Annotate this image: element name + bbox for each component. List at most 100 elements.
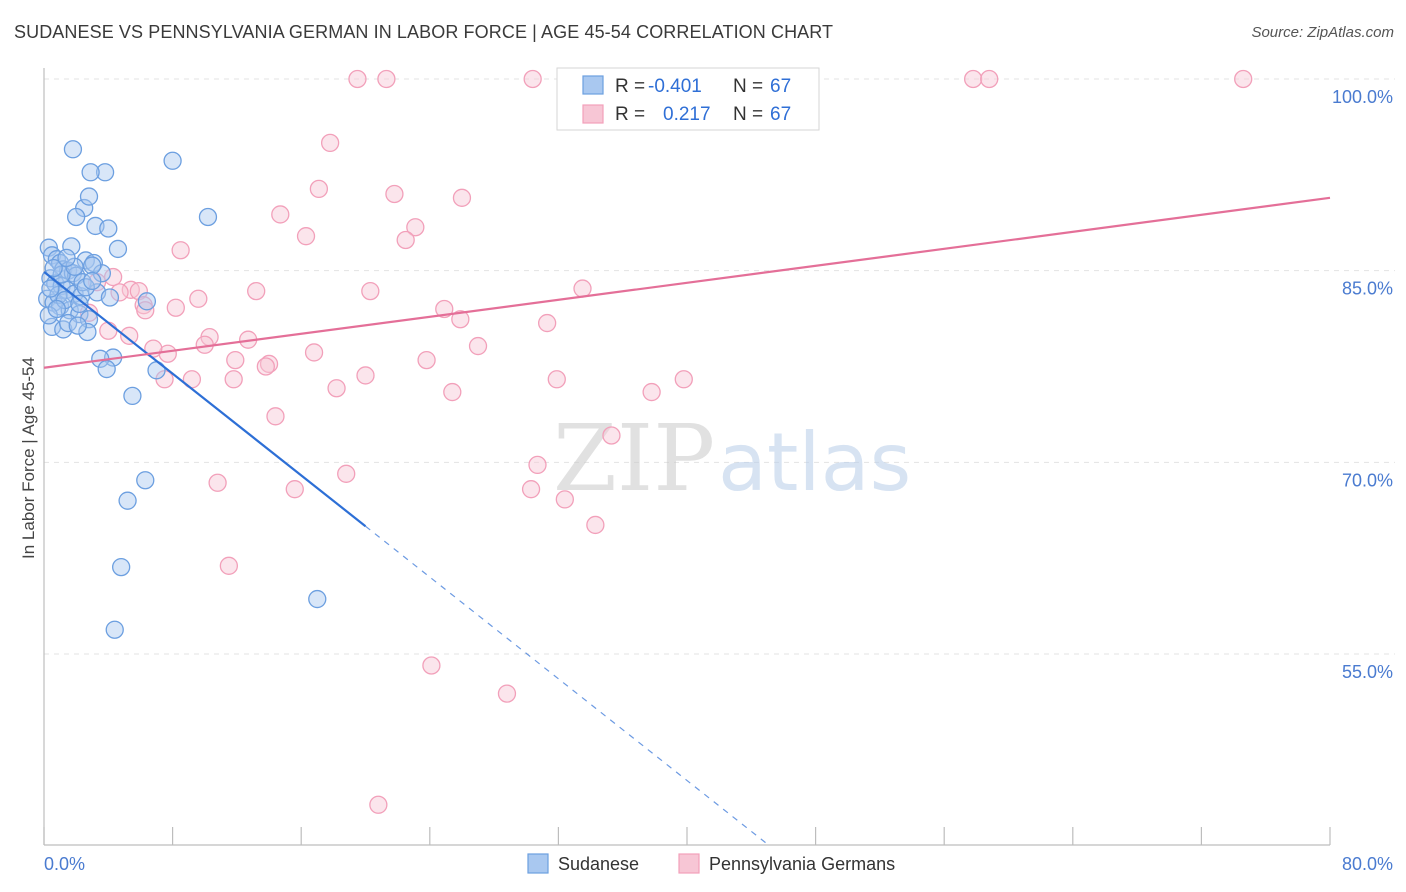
point-sudanese — [73, 273, 92, 292]
point-pennsylvania-germans — [377, 69, 396, 89]
point-pennsylvania-germans — [189, 289, 208, 308]
point-pennsylvania-germans — [224, 370, 243, 389]
point-pennsylvania-germans — [110, 283, 129, 302]
point-sudanese — [198, 207, 218, 227]
point-sudanese — [47, 299, 67, 319]
point-pennsylvania-germans — [1234, 69, 1253, 89]
point-pennsylvania-germans — [642, 382, 661, 402]
watermark-atlas: atlas — [718, 416, 911, 509]
legend-n-label-sudanese: N = — [733, 76, 763, 97]
series-pennsylvania-germans — [79, 69, 1253, 814]
legend-r-label-pennsylvania-germans: R = — [615, 104, 645, 125]
point-sudanese — [136, 471, 155, 490]
point-pennsylvania-germans — [980, 69, 999, 89]
point-sudanese — [67, 207, 86, 227]
point-sudanese — [57, 248, 76, 268]
point-pennsylvania-germans — [497, 684, 517, 703]
point-sudanese — [81, 163, 100, 182]
point-sudanese — [44, 258, 63, 278]
x-tick-label-max: 80.0% — [1342, 854, 1393, 874]
legend-n-value-sudanese: 67 — [770, 76, 791, 97]
point-sudanese — [83, 256, 102, 275]
legend-r-value-pennsylvania-germans: 0.217 — [663, 104, 711, 125]
legend-swatch-pennsylvania-germans — [582, 104, 604, 124]
point-pennsylvania-germans — [468, 336, 488, 356]
point-pennsylvania-germans — [963, 69, 983, 89]
y-axis-label: In Labor Force | Age 45-54 — [19, 357, 38, 559]
point-pennsylvania-germans — [602, 426, 621, 445]
point-sudanese — [163, 151, 182, 170]
point-sudanese — [308, 589, 327, 609]
source-label: Source: ZipAtlas.com — [1251, 24, 1394, 41]
point-sudanese — [99, 219, 118, 238]
trend-line-sudanese-extrapolated — [365, 525, 768, 845]
y-tick-label: 85.0% — [1342, 279, 1393, 299]
point-sudanese — [97, 359, 116, 379]
gridlines — [44, 78, 1395, 655]
point-pennsylvania-germans — [452, 188, 472, 207]
point-pennsylvania-germans — [547, 370, 566, 389]
point-pennsylvania-germans — [573, 279, 592, 298]
point-pennsylvania-germans — [406, 218, 425, 237]
point-sudanese — [78, 322, 97, 342]
point-sudanese — [123, 386, 142, 406]
point-pennsylvania-germans — [337, 464, 356, 483]
point-pennsylvania-germans — [309, 179, 329, 199]
point-pennsylvania-germans — [555, 490, 574, 509]
point-pennsylvania-germans — [422, 656, 441, 675]
point-pennsylvania-germans — [247, 281, 266, 301]
point-pennsylvania-germans — [369, 795, 388, 814]
x-tick-label-min: 0.0% — [44, 854, 85, 874]
stats-legend: R = -0.401 N = 67 R = 0.217 N = 67 — [556, 67, 820, 131]
point-sudanese — [70, 294, 89, 314]
point-sudanese — [137, 292, 157, 311]
point-pennsylvania-germans — [285, 480, 304, 499]
point-pennsylvania-germans — [521, 480, 541, 499]
point-pennsylvania-germans — [171, 241, 190, 260]
bottom-legend-label-sudanese: Sudanese — [558, 854, 639, 874]
y-tick-label: 100.0% — [1332, 87, 1393, 107]
point-pennsylvania-germans — [304, 343, 324, 362]
legend-n-label-pennsylvania-germans: N = — [733, 104, 763, 125]
point-sudanese — [95, 163, 115, 182]
series-legend: Sudanese Pennsylvania Germans — [527, 853, 895, 874]
legend-swatch-sudanese — [582, 75, 604, 95]
point-pennsylvania-germans — [356, 366, 375, 385]
point-sudanese — [105, 620, 124, 639]
point-pennsylvania-germans — [208, 473, 227, 492]
point-pennsylvania-germans — [99, 321, 118, 340]
point-pennsylvania-germans — [348, 69, 367, 89]
watermark: ZIP atlas — [553, 405, 911, 512]
y-tick-label: 70.0% — [1342, 470, 1393, 490]
point-sudanese — [92, 264, 112, 283]
legend-r-value-sudanese: -0.401 — [648, 76, 702, 97]
point-sudanese — [79, 187, 99, 206]
point-pennsylvania-germans — [528, 455, 547, 475]
point-pennsylvania-germans — [226, 350, 245, 370]
bottom-legend-swatch-pennsylvania-germans — [678, 853, 700, 874]
point-pennsylvania-germans — [361, 281, 380, 301]
legend-r-label-sudanese: R = — [615, 76, 645, 97]
trend-lines — [43, 196, 1331, 845]
point-sudanese — [41, 279, 60, 298]
point-pennsylvania-germans — [296, 227, 316, 246]
point-pennsylvania-germans — [219, 556, 239, 575]
chart-title: SUDANESE VS PENNSYLVANIA GERMAN IN LABOR… — [14, 22, 834, 42]
y-tick-label: 55.0% — [1342, 662, 1393, 682]
point-pennsylvania-germans — [443, 382, 462, 402]
point-sudanese — [112, 557, 131, 577]
point-pennsylvania-germans — [537, 313, 557, 333]
point-pennsylvania-germans — [271, 205, 290, 224]
point-sudanese — [100, 288, 120, 307]
axes — [43, 68, 1331, 846]
bottom-legend-label-pennsylvania-germans: Pennsylvania Germans — [709, 854, 895, 874]
point-sudanese — [68, 316, 87, 335]
point-pennsylvania-germans — [266, 407, 285, 426]
point-sudanese — [108, 239, 128, 259]
legend-n-value-pennsylvania-germans: 67 — [770, 104, 791, 125]
point-pennsylvania-germans — [327, 379, 346, 398]
point-pennsylvania-germans — [120, 326, 139, 345]
point-sudanese — [118, 491, 137, 510]
point-pennsylvania-germans — [523, 69, 542, 89]
